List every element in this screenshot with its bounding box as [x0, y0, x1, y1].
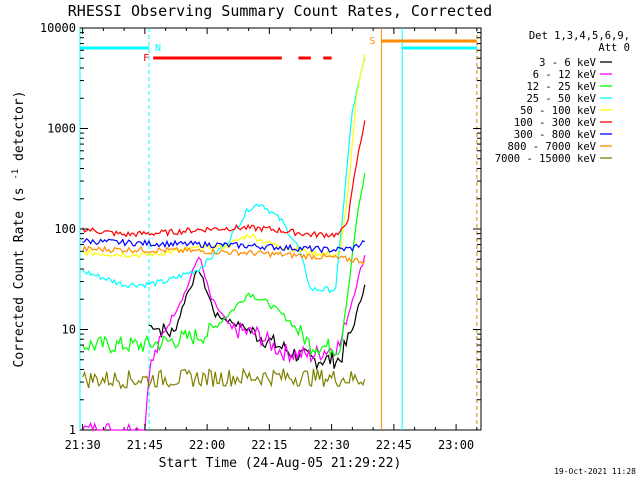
x-tick-label: 21:45 [127, 438, 163, 452]
x-tick-label: 22:15 [251, 438, 287, 452]
timestamp: 19-Oct-2021 11:28 [554, 467, 636, 476]
chart-title: RHESSI Observing Summary Count Rates, Co… [68, 2, 492, 20]
y-axis-label-main: Corrected Count Rate (s [12, 187, 27, 367]
plot-frame [79, 27, 482, 431]
x-axis-ticks: 21:30 21:45 22:00 22:15 22:30 22:45 23:00 [65, 28, 478, 452]
x-tick-label: 22:45 [376, 438, 412, 452]
series-line-5 [82, 120, 366, 239]
x-tick-label: 22:30 [314, 438, 350, 452]
y-tick-label: 1000 [47, 122, 76, 136]
x-tick-label: 22:00 [189, 438, 225, 452]
y-axis-label: Corrected Count Rate (s -1 detector) [7, 91, 27, 368]
series-line-8 [82, 367, 366, 390]
y-tick-label: 10 [62, 323, 76, 337]
series-line-2 [82, 173, 366, 357]
legend-label: 12 - 25 keV [526, 81, 596, 93]
series-lines [82, 54, 366, 432]
legend-label: 100 - 300 keV [514, 117, 597, 129]
series-line-1 [82, 254, 366, 432]
legend-label: 800 - 7000 keV [507, 141, 596, 153]
legend-detectors: Det 1,3,4,5,6,9, [529, 30, 630, 42]
night-flag-label: N [155, 43, 161, 54]
legend-label: 7000 - 15000 keV [495, 153, 597, 165]
saa-flag-label: S [369, 36, 375, 47]
legend-attenuator: Att 0 [598, 42, 630, 54]
series-line-4 [82, 54, 366, 259]
x-tick-label: 21:30 [65, 438, 101, 452]
flare-flag-label: F [143, 53, 149, 64]
legend-label: 6 - 12 keV [533, 69, 597, 81]
y-axis-ticks: 1 10 100 1000 10000 [40, 21, 481, 437]
series-line-7 [82, 245, 366, 265]
legend-label: 300 - 800 keV [514, 129, 597, 141]
x-tick-label: 23:00 [438, 438, 474, 452]
y-axis-label-tail: detector) [12, 91, 27, 161]
legend-label: 3 - 6 keV [539, 57, 597, 69]
legend-label: 25 - 50 keV [526, 93, 596, 105]
x-axis-label: Start Time (24-Aug-05 21:29:22) [159, 456, 402, 471]
y-tick-label: 100 [54, 222, 76, 236]
legend-label: 50 - 100 keV [520, 105, 597, 117]
y-tick-label: 1 [69, 423, 76, 437]
y-tick-label: 10000 [40, 21, 76, 35]
series-line-6 [82, 237, 365, 254]
status-flags: NF S [143, 36, 375, 64]
series-line-0 [148, 269, 366, 371]
y-axis-label-exponent: -1 [11, 169, 21, 180]
observing-intervals [79, 28, 478, 430]
